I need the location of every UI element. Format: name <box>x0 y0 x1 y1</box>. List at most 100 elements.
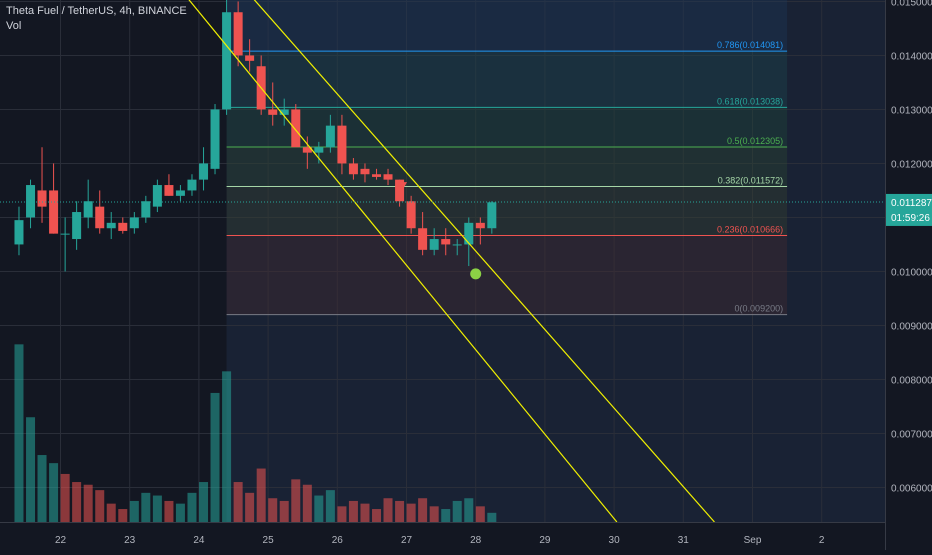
fib-level-label: 0(0.009200) <box>735 304 784 314</box>
candle-body <box>487 202 496 228</box>
volume-bar <box>141 493 150 522</box>
volume-bar <box>211 393 220 522</box>
date-tick-label: 23 <box>124 535 136 546</box>
candle-body <box>326 126 335 148</box>
candle-body <box>199 163 208 179</box>
fib-zone <box>227 235 788 314</box>
volume-bar <box>153 496 162 522</box>
fib-zone <box>227 187 788 236</box>
volume-bar <box>245 493 254 522</box>
volume-bar <box>95 490 104 522</box>
volume-bar <box>176 504 185 522</box>
candle-body <box>476 223 485 228</box>
volume-bar <box>257 469 266 522</box>
candle-body <box>211 109 220 168</box>
volume-bar <box>130 501 139 522</box>
price-tick-label: 0.012000 <box>891 159 932 170</box>
price-tick-label: 0.015000 <box>891 0 932 8</box>
volume-bar <box>476 506 485 522</box>
bar-countdown: 01:59:26 <box>891 213 930 224</box>
volume-bar <box>107 504 116 522</box>
candle-body <box>268 109 277 114</box>
volume-bar <box>314 496 323 522</box>
date-tick-label: 26 <box>332 535 344 546</box>
candle-body <box>72 212 81 239</box>
volume-bar <box>61 474 70 522</box>
candle-body <box>61 234 70 235</box>
volume-bar <box>441 509 450 522</box>
candle-body <box>84 201 93 217</box>
fib-level-label: 0.618(0.013038) <box>717 96 783 106</box>
candle-body <box>372 174 381 177</box>
candle-body <box>118 223 127 231</box>
volume-bar <box>280 501 289 522</box>
candle-body <box>130 217 139 228</box>
candle-body <box>14 220 23 244</box>
price-tick-label: 0.008000 <box>891 375 932 386</box>
candle-body <box>164 185 173 196</box>
signal-dot <box>470 268 481 279</box>
date-tick-label: Sep <box>744 535 762 546</box>
candle-body <box>291 109 300 147</box>
volume-bar <box>395 501 404 522</box>
candle-body <box>430 239 439 250</box>
volume-bar <box>84 485 93 522</box>
volume-bar <box>349 501 358 522</box>
volume-bar <box>199 482 208 522</box>
last-price-value: 0.011287 <box>891 198 932 209</box>
fib-zone <box>227 107 788 147</box>
volume-bar <box>337 506 346 522</box>
volume-indicator-label[interactable]: Vol <box>6 20 21 32</box>
symbol-title[interactable]: Theta Fuel / TetherUS, 4h, BINANCE <box>6 5 187 17</box>
candle-body <box>453 244 462 245</box>
volume-bar <box>118 509 127 522</box>
volume-bar <box>407 504 416 522</box>
price-tick-label: 0.006000 <box>891 483 932 494</box>
volume-bar <box>360 504 369 522</box>
price-tick-label: 0.014000 <box>891 51 932 62</box>
candle-body <box>222 12 231 109</box>
price-tick-label: 0.007000 <box>891 429 932 440</box>
volume-bar <box>372 509 381 522</box>
volume-bar <box>187 493 196 522</box>
date-tick-label: 28 <box>470 535 482 546</box>
candle-body <box>407 201 416 228</box>
candle-body <box>234 12 243 55</box>
candle-body <box>107 223 116 228</box>
date-tick-label: 2 <box>819 535 825 546</box>
candle-body <box>187 180 196 191</box>
candle-body <box>26 185 35 217</box>
volume-bar <box>487 513 496 522</box>
fib-level-label: 0.236(0.010666) <box>717 224 783 234</box>
candle-body <box>153 185 162 207</box>
volume-bar <box>38 455 47 522</box>
date-tick-label: 30 <box>609 535 621 546</box>
fibonacci-retracement: 1(0.015410)0.786(0.014081)0.618(0.013038… <box>227 0 788 315</box>
volume-bar <box>234 482 243 522</box>
candle-body <box>95 207 104 229</box>
volume-bar <box>326 490 335 522</box>
volume-bar <box>430 506 439 522</box>
candle-body <box>384 174 393 179</box>
volume-bar <box>72 482 81 522</box>
candle-body <box>141 201 150 217</box>
date-tick-label: 22 <box>55 535 67 546</box>
fib-level-label: 0.382(0.011572) <box>718 176 783 186</box>
volume-bar <box>453 501 462 522</box>
volume-bar <box>303 485 312 522</box>
fib-level-label: 0.5(0.012305) <box>727 136 783 146</box>
volume-bar <box>26 417 35 522</box>
candle-body <box>314 147 323 152</box>
fib-zone <box>227 51 788 107</box>
price-tick-label: 0.010000 <box>891 267 932 278</box>
price-tick-label: 0.009000 <box>891 321 932 332</box>
candle-body <box>176 190 185 195</box>
fib-zone <box>227 0 788 51</box>
date-tick-label: 27 <box>401 535 413 546</box>
volume-bar <box>14 344 23 522</box>
volume-bar <box>222 371 231 522</box>
candle-body <box>441 239 450 244</box>
candle-body <box>38 190 47 206</box>
